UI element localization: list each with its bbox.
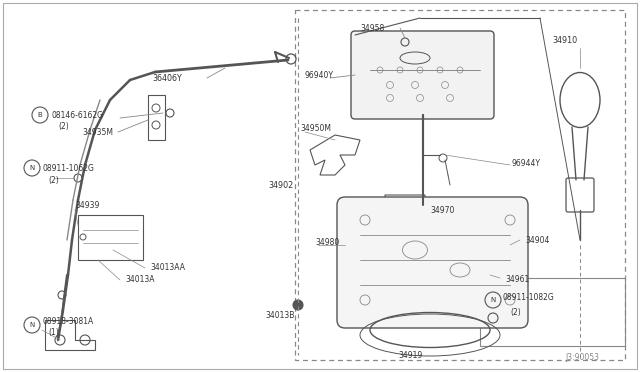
- Text: 34013A: 34013A: [125, 276, 154, 285]
- Text: 96944Y: 96944Y: [512, 158, 541, 167]
- Text: J3:90053: J3:90053: [565, 353, 599, 362]
- Text: 34919: 34919: [398, 352, 422, 360]
- Text: 34902: 34902: [268, 180, 293, 189]
- Text: 34013AA: 34013AA: [150, 263, 185, 273]
- Text: (2): (2): [510, 308, 521, 317]
- Text: 08146-6162G: 08146-6162G: [51, 110, 103, 119]
- Text: 08911-1082G: 08911-1082G: [503, 294, 555, 302]
- Text: 34904: 34904: [525, 235, 549, 244]
- Text: 34013B: 34013B: [265, 311, 294, 321]
- Text: (2): (2): [48, 176, 59, 185]
- Text: 08918-3081A: 08918-3081A: [42, 317, 93, 326]
- Bar: [78, 215, 143, 260]
- FancyBboxPatch shape: [351, 31, 494, 119]
- Text: 08911-1062G: 08911-1062G: [42, 164, 94, 173]
- Text: N: N: [29, 322, 35, 328]
- Text: B: B: [38, 112, 42, 118]
- Text: 34935M: 34935M: [82, 128, 113, 137]
- Text: 34980: 34980: [315, 237, 339, 247]
- Text: 36406Y: 36406Y: [152, 74, 182, 83]
- Text: N: N: [490, 297, 495, 303]
- Bar: [295, 10, 625, 360]
- Circle shape: [293, 300, 303, 310]
- Text: 34961: 34961: [505, 276, 529, 285]
- Text: 96940Y: 96940Y: [305, 71, 334, 80]
- Bar: [480, 278, 625, 346]
- Text: 34950M: 34950M: [300, 124, 331, 132]
- Text: 34958: 34958: [360, 23, 384, 32]
- Text: N: N: [29, 165, 35, 171]
- Text: (2): (2): [58, 122, 68, 131]
- Text: 34910: 34910: [552, 35, 577, 45]
- Text: (1): (1): [48, 328, 59, 337]
- FancyBboxPatch shape: [337, 197, 528, 328]
- Text: 34970: 34970: [430, 205, 454, 215]
- Text: 34939: 34939: [75, 201, 99, 209]
